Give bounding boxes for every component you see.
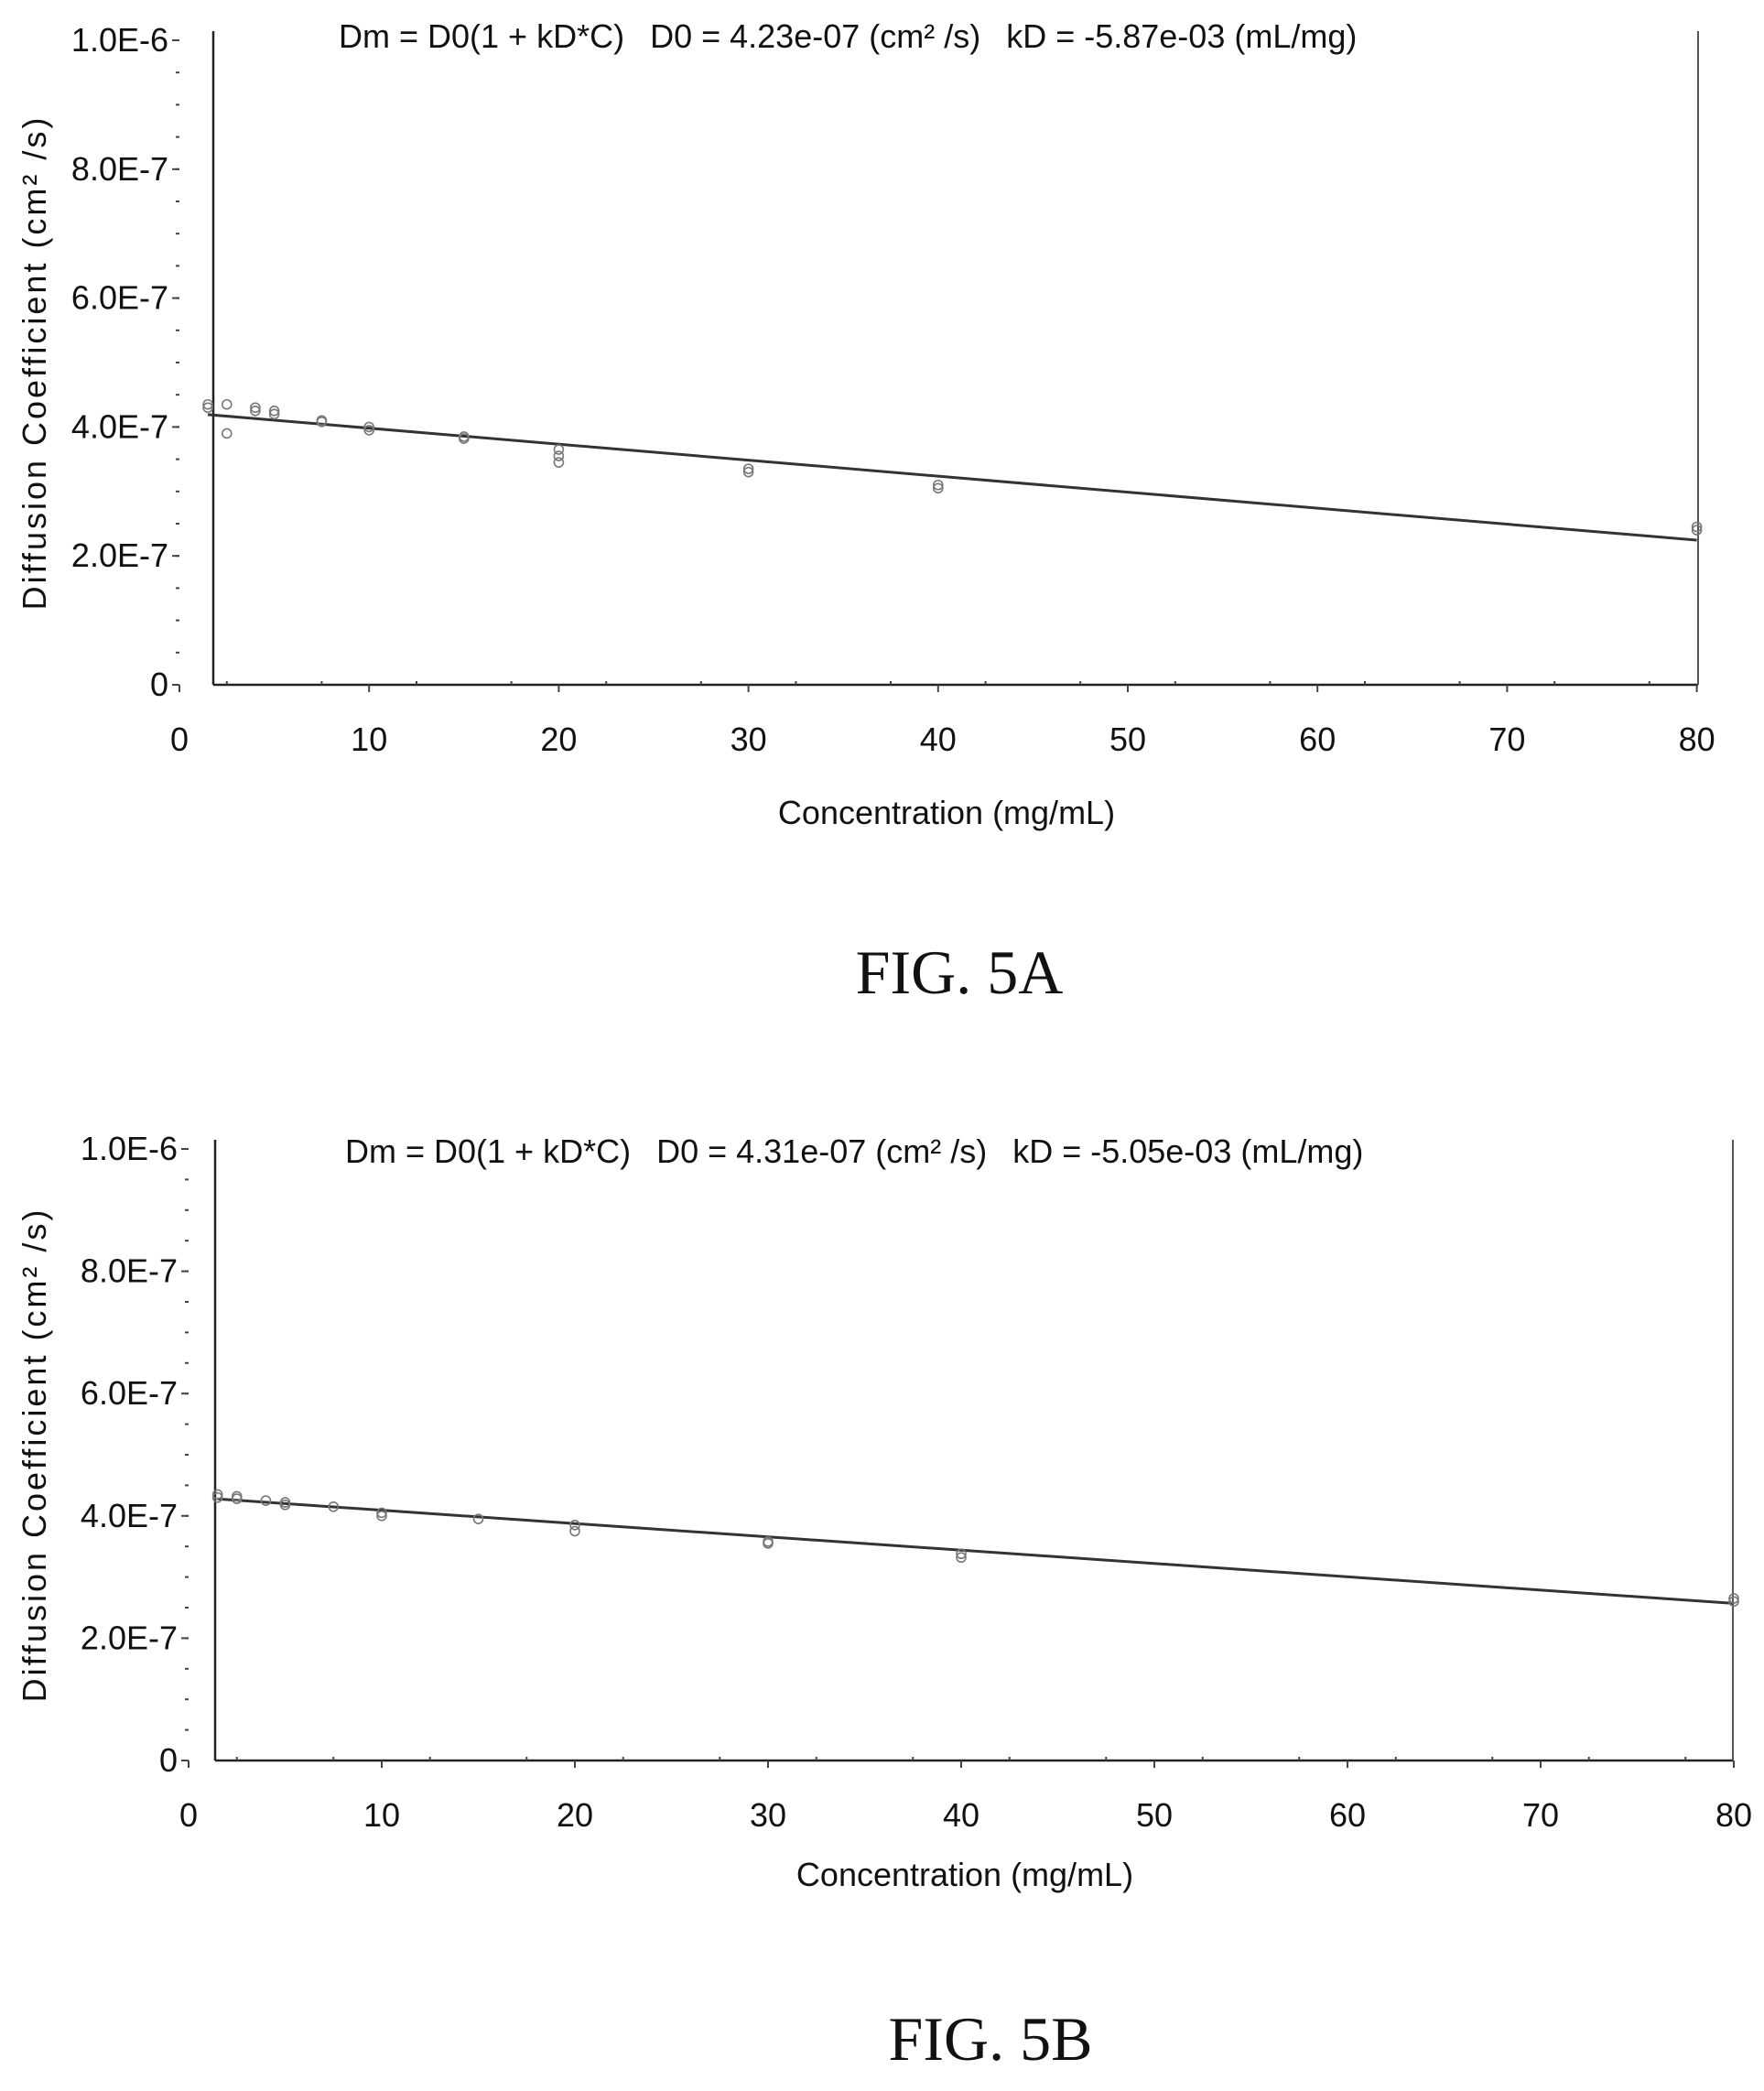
chart-fig-5a: 0 2.0E-7 4.0E-7 6.0E-7 8.0E-7 1.0E-6 0 10 20 30 40… (16, 17, 1715, 1007)
x-axis-label: Concentration (mg/mL) (796, 1856, 1133, 1893)
x-tick-label: 10 (363, 1796, 400, 1834)
data-point (202, 398, 213, 410)
y-tick-label: 4.0E-7 (81, 1497, 178, 1534)
data-point (1728, 1593, 1739, 1604)
x-tick-label: 10 (351, 720, 387, 758)
y-tick-label: 8.0E-7 (81, 1252, 178, 1290)
kd-text: kD = -5.05e-03 (mL/mg) (1012, 1132, 1363, 1170)
data-point (742, 463, 754, 474)
x-tick-label: 60 (1329, 1796, 1366, 1834)
fit-line (207, 413, 1697, 542)
y-tick-label: 2.0E-7 (81, 1619, 178, 1656)
data-point (222, 398, 233, 410)
data-point (1691, 525, 1703, 536)
x-tick-label: 0 (170, 720, 189, 758)
data-point (211, 1491, 223, 1503)
data-point (933, 479, 944, 491)
data-point (569, 1520, 580, 1531)
y-tick-label: 6.0E-7 (71, 279, 168, 317)
x-tick-label: 30 (750, 1796, 786, 1834)
data-point (553, 444, 565, 455)
data-point (376, 1507, 387, 1519)
x-tick-label: 50 (1109, 720, 1146, 758)
x-tick-label: 40 (920, 720, 957, 758)
data-point (376, 1511, 387, 1522)
chart-fig-5b: 0 2.0E-7 4.0E-7 6.0E-7 8.0E-7 1.0E-6 0 10 20 30 40… (16, 1130, 1752, 2074)
data-point (1691, 521, 1703, 533)
x-tick-label: 20 (540, 720, 577, 758)
equation-text: Dm = D0(1 + kD*C) (339, 17, 624, 55)
data-point (250, 402, 261, 414)
x-tick-label: 70 (1488, 720, 1525, 758)
data-point (231, 1493, 243, 1504)
d0-text: D0 = 4.31e-07 (cm² /s) (656, 1132, 987, 1170)
x-tick-label: 80 (1715, 1796, 1752, 1834)
data-point (222, 428, 233, 439)
data-point (933, 482, 944, 494)
x-tick-label: 70 (1522, 1796, 1559, 1834)
data-point (1728, 1596, 1739, 1608)
data-point (328, 1501, 340, 1512)
x-tick-label: 0 (179, 1796, 198, 1834)
data-point (202, 402, 213, 414)
figure-caption: FIG. 5A (856, 937, 1064, 1007)
data-point (363, 421, 375, 433)
x-tick-label: 50 (1136, 1796, 1173, 1834)
y-tick-label: 6.0E-7 (81, 1374, 178, 1412)
d0-text: D0 = 4.23e-07 (cm² /s) (650, 17, 980, 55)
x-tick-label: 30 (730, 720, 767, 758)
data-point (363, 425, 375, 436)
data-point (458, 433, 470, 444)
data-point (260, 1495, 272, 1506)
data-point (279, 1499, 291, 1511)
data-point (742, 466, 754, 478)
y-tick-label: 0 (150, 666, 168, 703)
y-axis-label: Diffusion Coefficient (cm² /s) (16, 1208, 53, 1703)
data-point (763, 1538, 774, 1549)
data-point (250, 405, 261, 417)
data-point (472, 1513, 484, 1524)
figure-caption: FIG. 5B (889, 2004, 1093, 2074)
y-tick-label: 8.0E-7 (71, 150, 168, 188)
equation-label: Dm = D0(1 + kD*C) D0 = 4.31e-07 (cm² /s) k… (345, 1132, 1363, 1170)
equation-label: Dm = D0(1 + kD*C) D0 = 4.23e-07 (cm² /s) k… (339, 17, 1357, 55)
y-axis-label: Diffusion Coefficient (cm² /s) (16, 115, 53, 611)
equation-text: Dm = D0(1 + kD*C) (345, 1132, 631, 1170)
y-tick-label: 2.0E-7 (71, 536, 168, 574)
data-point (268, 405, 280, 417)
y-tick-label: 4.0E-7 (71, 407, 168, 445)
data-point (553, 457, 565, 468)
data-point (553, 450, 565, 461)
y-tick-label: 0 (159, 1741, 178, 1779)
data-point (316, 416, 328, 428)
data-point (268, 408, 280, 420)
data-point (956, 1548, 967, 1560)
data-point (569, 1525, 580, 1537)
x-tick-label: 40 (943, 1796, 979, 1834)
fit-line (217, 1497, 1735, 1605)
y-tick-label: 1.0E-6 (81, 1130, 178, 1167)
x-tick-label: 80 (1679, 720, 1715, 758)
x-axis-label: Concentration (mg/mL) (778, 794, 1115, 831)
data-point (211, 1489, 223, 1501)
y-tick-label: 1.0E-6 (71, 21, 168, 59)
x-tick-label: 20 (557, 1796, 593, 1834)
x-tick-label: 60 (1299, 720, 1336, 758)
data-point (956, 1552, 967, 1564)
kd-text: kD = -5.87e-03 (mL/mg) (1006, 17, 1357, 55)
